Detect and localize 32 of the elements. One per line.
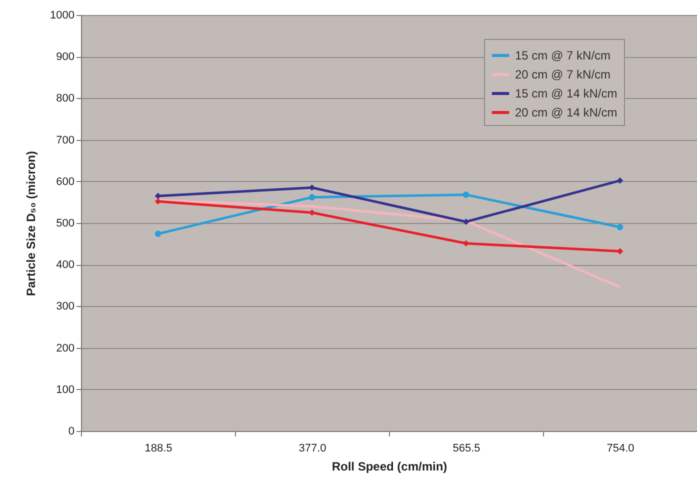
y-tick-label: 400 [56,259,74,272]
legend-label: 20 cm @ 7 kN/cm [515,68,611,82]
point [462,218,470,225]
point [154,230,162,237]
y-tick-label: 100 [56,384,74,396]
x-tick-label: 754.0 [606,442,634,454]
y-axis-title: Particle Size D₅₀ (micron) [24,151,38,296]
x-tick-label: 565.5 [452,442,480,454]
y-tick-label: 200 [56,342,74,354]
y-tick-label: 600 [56,176,74,188]
point [462,192,470,198]
point [308,209,316,216]
y-tick-label: 500 [56,218,74,230]
point [616,248,624,254]
x-tick-label: 188.5 [144,442,172,454]
point [616,177,624,184]
y-tick-label: 900 [56,51,74,64]
point [308,194,316,200]
y-tick-label: 1000 [50,10,74,22]
y-tick-label: 0 [68,426,74,438]
point [616,224,624,230]
y-tick-label: 700 [56,134,74,146]
legend-label: 15 cm @ 14 kN/cm [515,86,618,100]
legend-label: 20 cm @ 14 kN/cm [515,106,618,120]
legend-label: 15 cm @ 7 kN/cm [515,48,611,62]
point [462,240,470,247]
x-axis-title: Roll Speed (cm/min) [332,460,448,474]
y-tick-label: 300 [56,300,74,313]
y-tick-label: 800 [56,92,74,105]
point [154,192,162,200]
point [154,198,162,205]
x-tick-label: 377.0 [298,442,326,454]
